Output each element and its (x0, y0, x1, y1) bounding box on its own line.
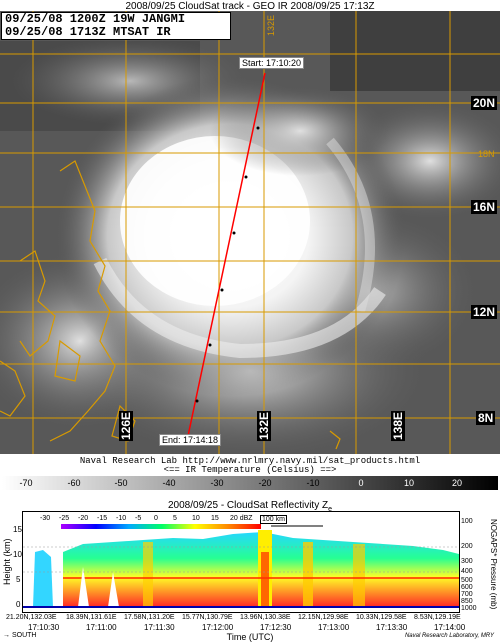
cloudsat-title-sub: e (328, 506, 332, 513)
ir-tick: -10 (306, 478, 320, 488)
storm-info-box: 09/25/08 1200Z 19W JANGMI 09/25/08 1713Z… (1, 12, 231, 40)
ir-tick: -50 (114, 478, 128, 488)
time-axis-title: Time (UTC) (226, 632, 274, 642)
height-axis-label: Height (km) (2, 538, 12, 586)
x-time-label: 17:13:30 (376, 623, 408, 632)
lat-label-faded: 18N (478, 149, 495, 159)
direction-indicator: → SOUTH (3, 632, 36, 639)
lon-label-132e: 132E (257, 411, 271, 442)
ir-tick: 20 (451, 478, 463, 488)
dbz-tick: -10 (116, 515, 127, 522)
height-tick: 10 (13, 550, 22, 559)
x-time-label: 17:12:30 (260, 623, 292, 632)
height-tick: 5 (16, 575, 21, 584)
satellite-map-svg (0, 11, 500, 454)
ir-tick: -70 (19, 478, 33, 488)
ir-tick: -30 (210, 478, 224, 488)
x-time-label: 17:10:30 (28, 623, 60, 632)
x-time-label: 17:14:00 (434, 623, 466, 632)
lat-label-16n: 16N (471, 200, 498, 214)
pressure-tick: 200 (461, 543, 473, 550)
x-coord-label: 18.39N,131.61E (66, 614, 117, 621)
dbz-tick: 0 (154, 515, 158, 522)
reflectivity-curtain-svg (23, 512, 459, 612)
dbz-tick: 20 dBZ (230, 515, 253, 522)
ir-tick: -40 (162, 478, 176, 488)
pressure-tick: 850 (461, 598, 473, 605)
typhoon-outflow (210, 86, 390, 176)
track-start-label: Start: 17:10:20 (239, 57, 305, 69)
height-tick: 15 (13, 525, 22, 534)
dbz-tick: -15 (97, 515, 108, 522)
lon-label-126e: 126E (119, 411, 133, 442)
ir-tick: 0 (358, 478, 364, 488)
cloudsat-track-line (187, 72, 266, 437)
nrl-credit: Naval Research Laboratory, MRY (404, 633, 494, 639)
x-coord-label: 8.53N,129.19E (414, 614, 461, 621)
x-coord-label: 13.96N,130.38E (240, 614, 291, 621)
x-time-label: 17:13:00 (318, 623, 350, 632)
x-time-label: 17:11:30 (144, 623, 175, 632)
x-coord-label: 15.77N,130.79E (182, 614, 233, 621)
lat-label-20n: 20N (471, 96, 498, 110)
x-coord-label: 10.33N,129.58E (356, 614, 407, 621)
convective-core (261, 552, 269, 607)
direction-label: SOUTH (11, 632, 37, 639)
pressure-tick: 1000 (461, 605, 477, 612)
lon-label-138e: 138E (391, 411, 405, 442)
nrl-url-line: Naval Research Lab http://www.nrlmry.nav… (79, 456, 421, 466)
storm-info-line-1: 09/25/08 1200Z 19W JANGMI (5, 12, 186, 26)
dbz-tick: -5 (135, 515, 142, 522)
arrow-right-icon: → (3, 632, 10, 639)
dbz-tick: 15 (211, 515, 219, 522)
x-time-label: 17:11:00 (86, 623, 117, 632)
dbz-tick: 5 (173, 515, 177, 522)
pressure-tick: 700 (461, 591, 473, 598)
ir-temperature-label: <== IR Temperature (Celsius) ==> (163, 465, 337, 475)
lat-lon-grid (0, 11, 500, 454)
x-time-label: 17:12:00 (202, 623, 234, 632)
ir-colorbar (2, 476, 498, 490)
lat-label-8n: 8N (476, 411, 496, 425)
storm-info-line-2: 09/25/08 1713Z MTSAT IR (5, 25, 171, 39)
typhoon-core (120, 136, 310, 306)
cloudsat-title: 2008/09/25 - CloudSat Reflectivity Ze (0, 500, 500, 513)
dbz-tick: -30 (40, 515, 51, 522)
x-coord-label: 17.58N,131.20E (124, 614, 175, 621)
ir-colorbar-ticks: -70 -60 -50 -40 -30 -20 -10 0 10 20 (2, 478, 498, 490)
scale-label: 100 km (260, 515, 287, 524)
pressure-axis-label: NOGAPS* Pressure (mb) (489, 518, 498, 610)
pressure-tick: 400 (461, 568, 473, 575)
lat-label-12n: 12N (471, 305, 498, 319)
track-end-label: End: 17:14:18 (159, 434, 222, 446)
ir-tick: 10 (403, 478, 415, 488)
dbz-tick: -20 (78, 515, 89, 522)
ir-tick: -60 (67, 478, 81, 488)
cloudsat-reflectivity-panel (22, 511, 460, 613)
x-coord-label: 21.20N,132.03E (6, 614, 57, 621)
dbz-tick: -25 (59, 515, 70, 522)
pressure-tick: 600 (461, 584, 473, 591)
reflectivity-colorbar (41, 524, 261, 529)
pressure-tick: 100 (461, 518, 473, 525)
pressure-tick: 500 (461, 577, 473, 584)
height-tick: 0 (16, 600, 21, 609)
cloudsat-title-text: 2008/09/25 - CloudSat Reflectivity Z (168, 500, 329, 511)
image-title: 2008/09/25 CloudSat track - GEO IR 2008/… (125, 1, 375, 12)
x-coord-label: 12.15N,129.98E (298, 614, 349, 621)
dbz-tick: 10 (192, 515, 200, 522)
satellite-ir-image: 09/25/08 1200Z 19W JANGMI 09/25/08 1713Z… (0, 11, 500, 454)
lon-label-faded: 132E (266, 15, 276, 37)
pressure-tick: 300 (461, 558, 473, 565)
ir-tick: -20 (258, 478, 272, 488)
